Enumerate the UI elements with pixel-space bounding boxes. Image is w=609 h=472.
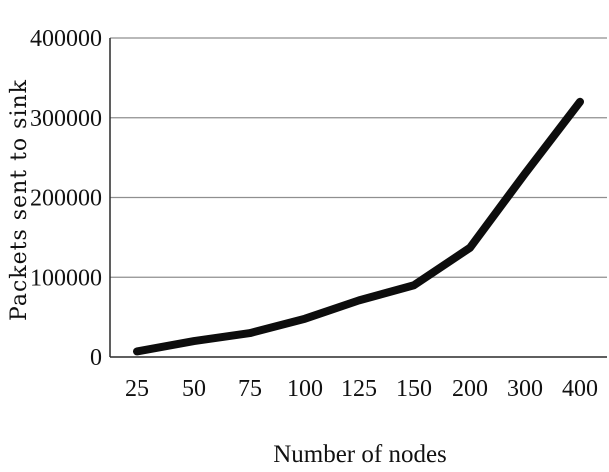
x-tick-label: 25 — [125, 376, 149, 402]
y-tick-label: 0 — [90, 345, 102, 371]
x-tick-label: 50 — [182, 376, 206, 402]
axes — [109, 38, 607, 358]
series-line — [133, 97, 584, 356]
y-tick-label: 200000 — [30, 186, 102, 212]
y-tick-label: 300000 — [30, 106, 102, 132]
x-tick-label: 400 — [562, 376, 598, 402]
x-tick-label: 300 — [507, 376, 543, 402]
x-tick-label: 100 — [287, 376, 323, 402]
y-tick-label: 100000 — [30, 265, 102, 291]
series — [133, 97, 584, 356]
x-tick-label: 150 — [396, 376, 432, 402]
x-tick-labels: 25 50 75 100 125 150 200 300 400 — [125, 376, 598, 402]
x-tick-label: 200 — [452, 376, 488, 402]
x-tick-label: 125 — [341, 376, 377, 402]
x-tick-label: 75 — [238, 376, 262, 402]
x-axis-title: Number of nodes — [273, 441, 447, 468]
gridlines — [110, 37, 607, 278]
y-tick-label: 400000 — [30, 26, 102, 52]
y-axis-title: Packets sent to sink — [7, 79, 32, 321]
y-tick-labels: 0 100000 200000 300000 400000 — [30, 26, 102, 371]
